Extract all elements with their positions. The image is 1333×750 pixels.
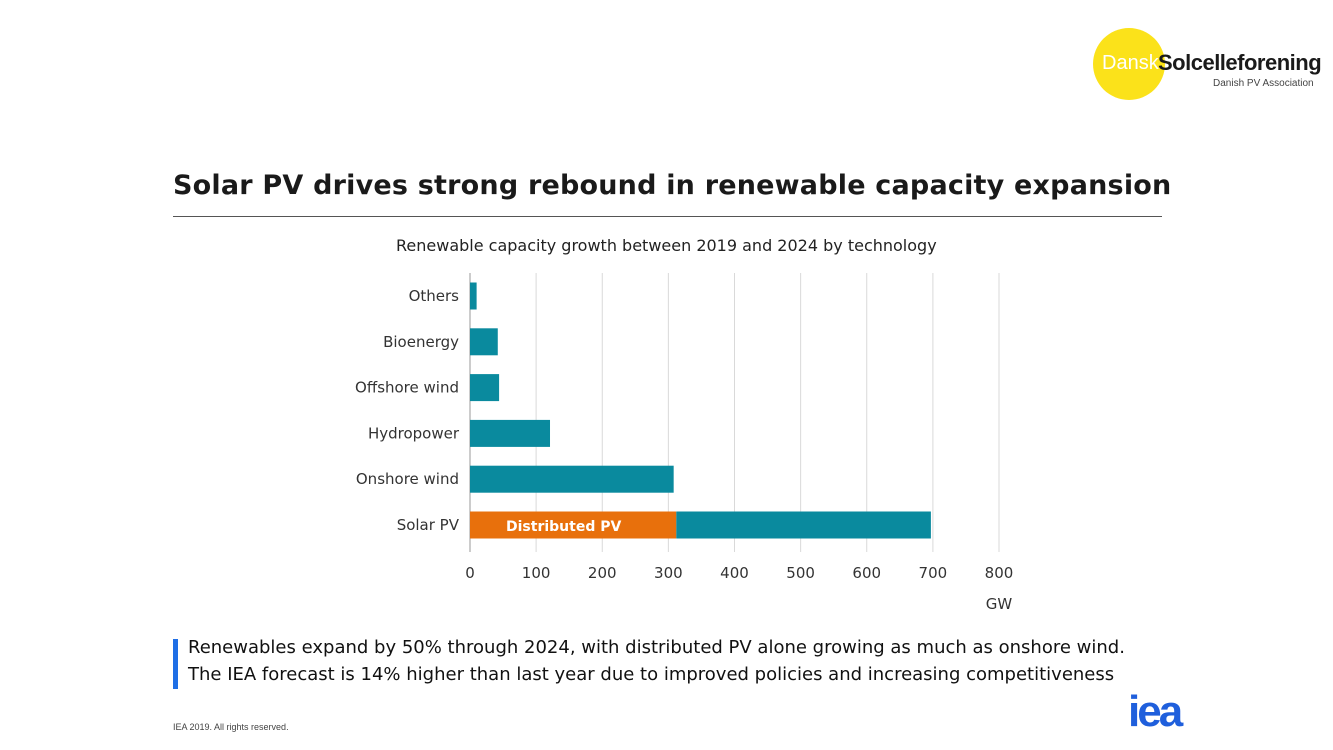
x-tick-label-400: 400 [720,564,749,582]
logo-sun-circle [1093,28,1165,100]
title-divider [173,216,1162,217]
logo-word-solcelleforening: Solcelleforening [1158,50,1322,75]
category-label-bioenergy: Bioenergy [383,333,459,351]
logo-subtitle: Danish PV Association [1213,78,1314,89]
x-axis-unit-label: GW [986,595,1013,613]
bar-others-capacity-growth [470,282,477,310]
copyright-footer: IEA 2019. All rights reserved. [173,722,289,732]
chart-bars: Distributed PV [470,282,931,539]
x-tick-label-700: 700 [919,564,948,582]
logo-word-dansk: Dansk [1102,52,1159,74]
bar-onshore-wind-capacity-growth [470,465,674,493]
x-tick-label-600: 600 [852,564,881,582]
category-label-others: Others [409,287,460,305]
callout-accent-bar [173,639,178,689]
x-tick-label-100: 100 [522,564,551,582]
dansk-solcelleforening-logo: Dansk Solcelleforening Danish PV Associa… [1088,28,1328,104]
callout-line-1: Renewables expand by 50% through 2024, w… [188,637,1125,658]
bar-hydropower-capacity-growth [470,419,551,447]
chart-gridlines [469,273,1000,552]
x-tick-label-200: 200 [588,564,617,582]
bar-solar-pv-capacity-growth [676,511,931,539]
category-label-onshore-wind: Onshore wind [356,470,459,488]
x-tick-label-500: 500 [786,564,815,582]
bar-label-distributed-pv: Distributed PV [506,519,621,535]
callout-line-2: The IEA forecast is 14% higher than last… [188,664,1115,685]
bar-offshore-wind-capacity-growth [470,374,500,402]
x-tick-label-0: 0 [465,564,475,582]
chart-title: Renewable capacity growth between 2019 a… [396,236,937,255]
x-tick-label-300: 300 [654,564,683,582]
category-label-offshore-wind: Offshore wind [355,379,459,397]
slide-title: Solar PV drives strong rebound in renewa… [173,170,1172,201]
bar-solar-pv-distributed-pv [470,511,677,539]
category-label-hydropower: Hydropower [368,424,460,442]
chart-tick-labels: 0 100 200 300 400 500 600 700 800 GW [465,564,1013,613]
category-label-solar-pv: Solar PV [397,516,460,534]
bar-bioenergy-capacity-growth [470,328,498,356]
x-tick-label-800: 800 [985,564,1014,582]
chart-category-labels: Others Bioenergy Offshore wind Hydropower On… [355,287,460,534]
iea-logo: iea [1128,687,1183,736]
